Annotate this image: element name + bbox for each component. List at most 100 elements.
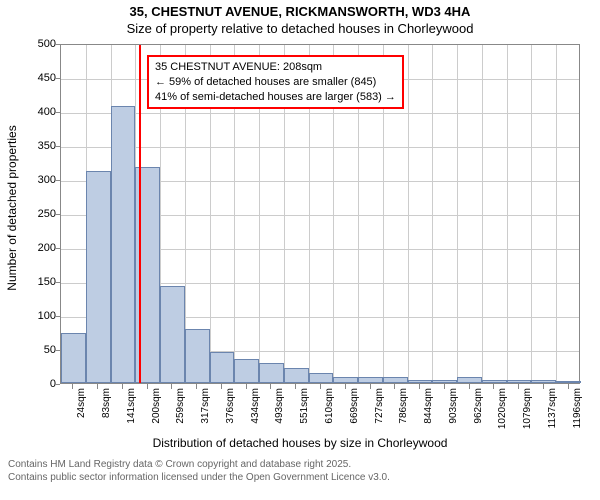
xtick-mark <box>543 384 544 389</box>
ytick-mark <box>55 282 60 283</box>
footer-line-1: Contains HM Land Registry data © Crown c… <box>8 458 592 471</box>
xtick-label: 1079sqm <box>522 388 533 429</box>
histogram-bar <box>210 352 235 383</box>
histogram-bar <box>111 106 136 383</box>
ytick-label: 300 <box>38 174 56 186</box>
chart: Number of detached properties 35 CHESTNU… <box>0 38 600 456</box>
ytick-label: 400 <box>38 106 56 118</box>
ytick-mark <box>55 146 60 147</box>
xtick-mark <box>469 384 470 389</box>
ytick-label: 500 <box>38 38 56 50</box>
footer: Contains HM Land Registry data © Crown c… <box>0 456 600 484</box>
xtick-label: 493sqm <box>274 388 285 424</box>
xtick-label: 317sqm <box>200 388 211 424</box>
gridline-v <box>556 45 557 383</box>
x-axis-label: Distribution of detached houses by size … <box>0 436 600 450</box>
xtick-label: 1137sqm <box>547 388 558 428</box>
xtick-mark <box>147 384 148 389</box>
histogram-bar <box>531 380 556 383</box>
ytick-mark <box>55 78 60 79</box>
xtick-label: 669sqm <box>349 388 360 424</box>
xtick-label: 259sqm <box>175 388 186 424</box>
xtick-mark <box>246 384 247 389</box>
histogram-bar <box>383 377 408 382</box>
gridline-v <box>507 45 508 383</box>
histogram-bar <box>457 377 482 382</box>
xtick-label: 786sqm <box>398 388 409 424</box>
ytick-mark <box>55 350 60 351</box>
xtick-mark <box>72 384 73 389</box>
ytick-label: 450 <box>38 72 56 84</box>
histogram-bar <box>160 286 185 383</box>
annotation-line: 35 CHESTNUT AVENUE: 208sqm <box>155 60 396 75</box>
xtick-label: 376sqm <box>225 388 236 424</box>
footer-line-2: Contains public sector information licen… <box>8 471 592 484</box>
histogram-bar <box>408 380 433 383</box>
histogram-bar <box>432 380 457 383</box>
xtick-mark <box>122 384 123 389</box>
annotation-line: 41% of semi-detached houses are larger (… <box>155 90 396 105</box>
xtick-label: 844sqm <box>423 388 434 424</box>
histogram-bar <box>482 380 507 383</box>
histogram-bar <box>185 329 210 383</box>
annotation-line: ← 59% of detached houses are smaller (84… <box>155 75 396 90</box>
page-subtitle: Size of property relative to detached ho… <box>0 21 600 38</box>
histogram-bar <box>556 381 581 383</box>
ytick-mark <box>55 112 60 113</box>
ytick-label: 200 <box>38 242 56 254</box>
histogram-bar <box>234 359 259 383</box>
histogram-bar <box>61 333 86 383</box>
marker-line <box>139 45 141 383</box>
histogram-bar <box>259 363 284 383</box>
xtick-label: 434sqm <box>250 388 261 424</box>
ytick-mark <box>55 384 60 385</box>
xtick-label: 962sqm <box>473 388 484 424</box>
xtick-mark <box>444 384 445 389</box>
xtick-label: 727sqm <box>374 388 385 424</box>
histogram-bar <box>507 380 532 383</box>
xtick-mark <box>270 384 271 389</box>
ytick-label: 150 <box>38 276 56 288</box>
gridline-v <box>432 45 433 383</box>
y-axis-label: Number of detached properties <box>5 125 19 290</box>
ytick-mark <box>55 214 60 215</box>
xtick-mark <box>196 384 197 389</box>
xtick-mark <box>345 384 346 389</box>
histogram-bar <box>284 368 309 383</box>
xtick-mark <box>493 384 494 389</box>
xtick-label: 24sqm <box>76 388 87 418</box>
xtick-mark <box>419 384 420 389</box>
histogram-bar <box>309 373 334 383</box>
xtick-mark <box>97 384 98 389</box>
ytick-mark <box>55 44 60 45</box>
xtick-label: 903sqm <box>448 388 459 424</box>
annotation-box: 35 CHESTNUT AVENUE: 208sqm← 59% of detac… <box>147 55 404 110</box>
xtick-label: 200sqm <box>151 388 162 424</box>
gridline-v <box>457 45 458 383</box>
xtick-label: 141sqm <box>126 388 137 424</box>
xtick-mark <box>221 384 222 389</box>
ytick-label: 350 <box>38 140 56 152</box>
xtick-mark <box>295 384 296 389</box>
ytick-mark <box>55 180 60 181</box>
gridline-v <box>482 45 483 383</box>
xtick-mark <box>568 384 569 389</box>
gridline-v <box>531 45 532 383</box>
ytick-mark <box>55 316 60 317</box>
ytick-label: 100 <box>38 310 56 322</box>
xtick-mark <box>394 384 395 389</box>
gridline-v <box>408 45 409 383</box>
xtick-label: 610sqm <box>324 388 335 424</box>
xtick-mark <box>370 384 371 389</box>
xtick-mark <box>518 384 519 389</box>
ytick-mark <box>55 248 60 249</box>
xtick-label: 83sqm <box>101 388 112 418</box>
histogram-bar <box>333 377 358 382</box>
xtick-label: 551sqm <box>299 388 310 424</box>
histogram-bar <box>358 377 383 382</box>
xtick-label: 1020sqm <box>497 388 508 429</box>
plot-area: 35 CHESTNUT AVENUE: 208sqm← 59% of detac… <box>60 44 580 384</box>
ytick-label: 250 <box>38 208 56 220</box>
histogram-bar <box>86 171 111 383</box>
page-title: 35, CHESTNUT AVENUE, RICKMANSWORTH, WD3 … <box>0 0 600 21</box>
